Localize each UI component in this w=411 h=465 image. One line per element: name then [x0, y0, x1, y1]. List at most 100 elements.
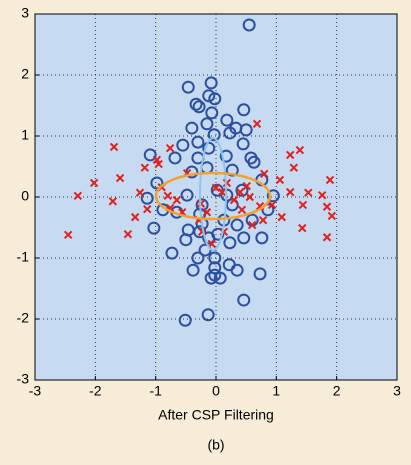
circle-marker	[242, 18, 256, 32]
y-tick-label: -2	[17, 310, 30, 326]
y-tick-label: 3	[21, 5, 29, 21]
x-marker	[235, 187, 245, 197]
x-marker	[163, 191, 172, 200]
x-marker	[109, 142, 119, 152]
x-marker	[73, 191, 83, 200]
circle-marker	[192, 100, 206, 114]
circle-marker	[237, 293, 251, 307]
circle-marker	[266, 189, 280, 203]
x-marker	[242, 181, 251, 191]
caption: (b)	[207, 437, 224, 453]
circle-marker	[168, 151, 182, 165]
circle-marker	[191, 135, 205, 149]
x-marker	[289, 163, 299, 172]
x-marker	[277, 212, 286, 222]
x-marker	[275, 175, 285, 185]
x-marker	[207, 239, 216, 249]
circle-marker	[213, 271, 227, 285]
circle-marker	[230, 218, 244, 232]
y-tick-label: -3	[17, 371, 30, 387]
x-tick-label: -1	[149, 383, 162, 399]
x-marker	[286, 150, 295, 160]
circle-marker	[223, 126, 237, 140]
x-marker	[245, 192, 254, 202]
x-marker	[143, 204, 152, 214]
variance-ellipse	[154, 171, 272, 221]
circle-marker	[193, 225, 207, 239]
circle-marker	[235, 183, 249, 197]
circle-marker	[202, 89, 216, 103]
circle-marker	[207, 128, 221, 142]
circle-marker	[205, 106, 219, 120]
circle-marker	[208, 251, 222, 265]
circle-marker	[186, 263, 200, 277]
circle-marker	[239, 123, 253, 137]
x-marker	[322, 202, 332, 211]
circle-marker	[189, 97, 203, 111]
circle-marker	[236, 137, 250, 151]
x-marker	[115, 173, 125, 183]
circle-marker	[143, 148, 157, 162]
circle-marker	[181, 80, 195, 94]
x-marker	[322, 233, 332, 242]
circle-marker	[219, 149, 233, 163]
circle-marker	[179, 233, 193, 247]
y-tick-label: 0	[21, 188, 29, 204]
x-marker	[304, 188, 313, 197]
x-marker	[154, 159, 163, 169]
x-marker	[247, 220, 257, 230]
x-marker	[140, 163, 150, 172]
x-marker	[211, 183, 221, 193]
marks	[63, 18, 337, 327]
circle-marker	[150, 176, 164, 190]
x-marker	[130, 212, 140, 222]
circle-marker	[178, 313, 192, 327]
circle-marker	[237, 231, 251, 245]
x-tick-label: 0	[212, 383, 220, 399]
circle-marker	[185, 121, 199, 135]
x-marker	[108, 197, 118, 206]
circle-marker	[253, 267, 267, 281]
circle-marker	[191, 251, 205, 265]
x-marker	[260, 169, 269, 179]
x-marker	[327, 211, 337, 221]
x-axis-label: After CSP Filtering	[158, 407, 274, 423]
circle-marker	[165, 246, 179, 260]
circle-marker	[230, 263, 244, 277]
x-marker	[252, 119, 262, 129]
x-marker	[258, 215, 268, 225]
x-marker	[217, 187, 227, 197]
circle-marker	[255, 231, 269, 245]
y-tick-label: -1	[17, 249, 30, 265]
circle-marker	[195, 198, 209, 212]
x-marker	[135, 188, 145, 197]
circle-marker	[225, 163, 239, 177]
circle-marker	[208, 92, 222, 106]
x-marker	[202, 208, 212, 217]
y-tick-label: 2	[21, 66, 29, 82]
circle-marker	[140, 191, 154, 205]
x-marker	[63, 230, 73, 240]
x-marker	[325, 175, 335, 185]
x-tick-label: -3	[29, 383, 42, 399]
x-tick-label: 3	[393, 383, 401, 399]
y-tick-label: 1	[21, 127, 29, 143]
circle-marker	[201, 308, 215, 322]
circle-marker	[247, 155, 261, 169]
circle-marker	[176, 138, 190, 152]
x-marker	[286, 187, 295, 197]
circle-marker	[202, 231, 216, 245]
x-marker	[317, 190, 327, 200]
circle-marker	[220, 113, 234, 127]
x-marker	[89, 178, 99, 188]
x-marker	[295, 145, 305, 155]
x-marker	[165, 143, 175, 153]
circle-marker	[204, 271, 218, 285]
x-marker	[237, 205, 247, 215]
x-marker	[298, 200, 308, 210]
circle-marker	[237, 103, 251, 117]
circle-marker	[180, 188, 194, 202]
x-marker	[172, 195, 181, 205]
